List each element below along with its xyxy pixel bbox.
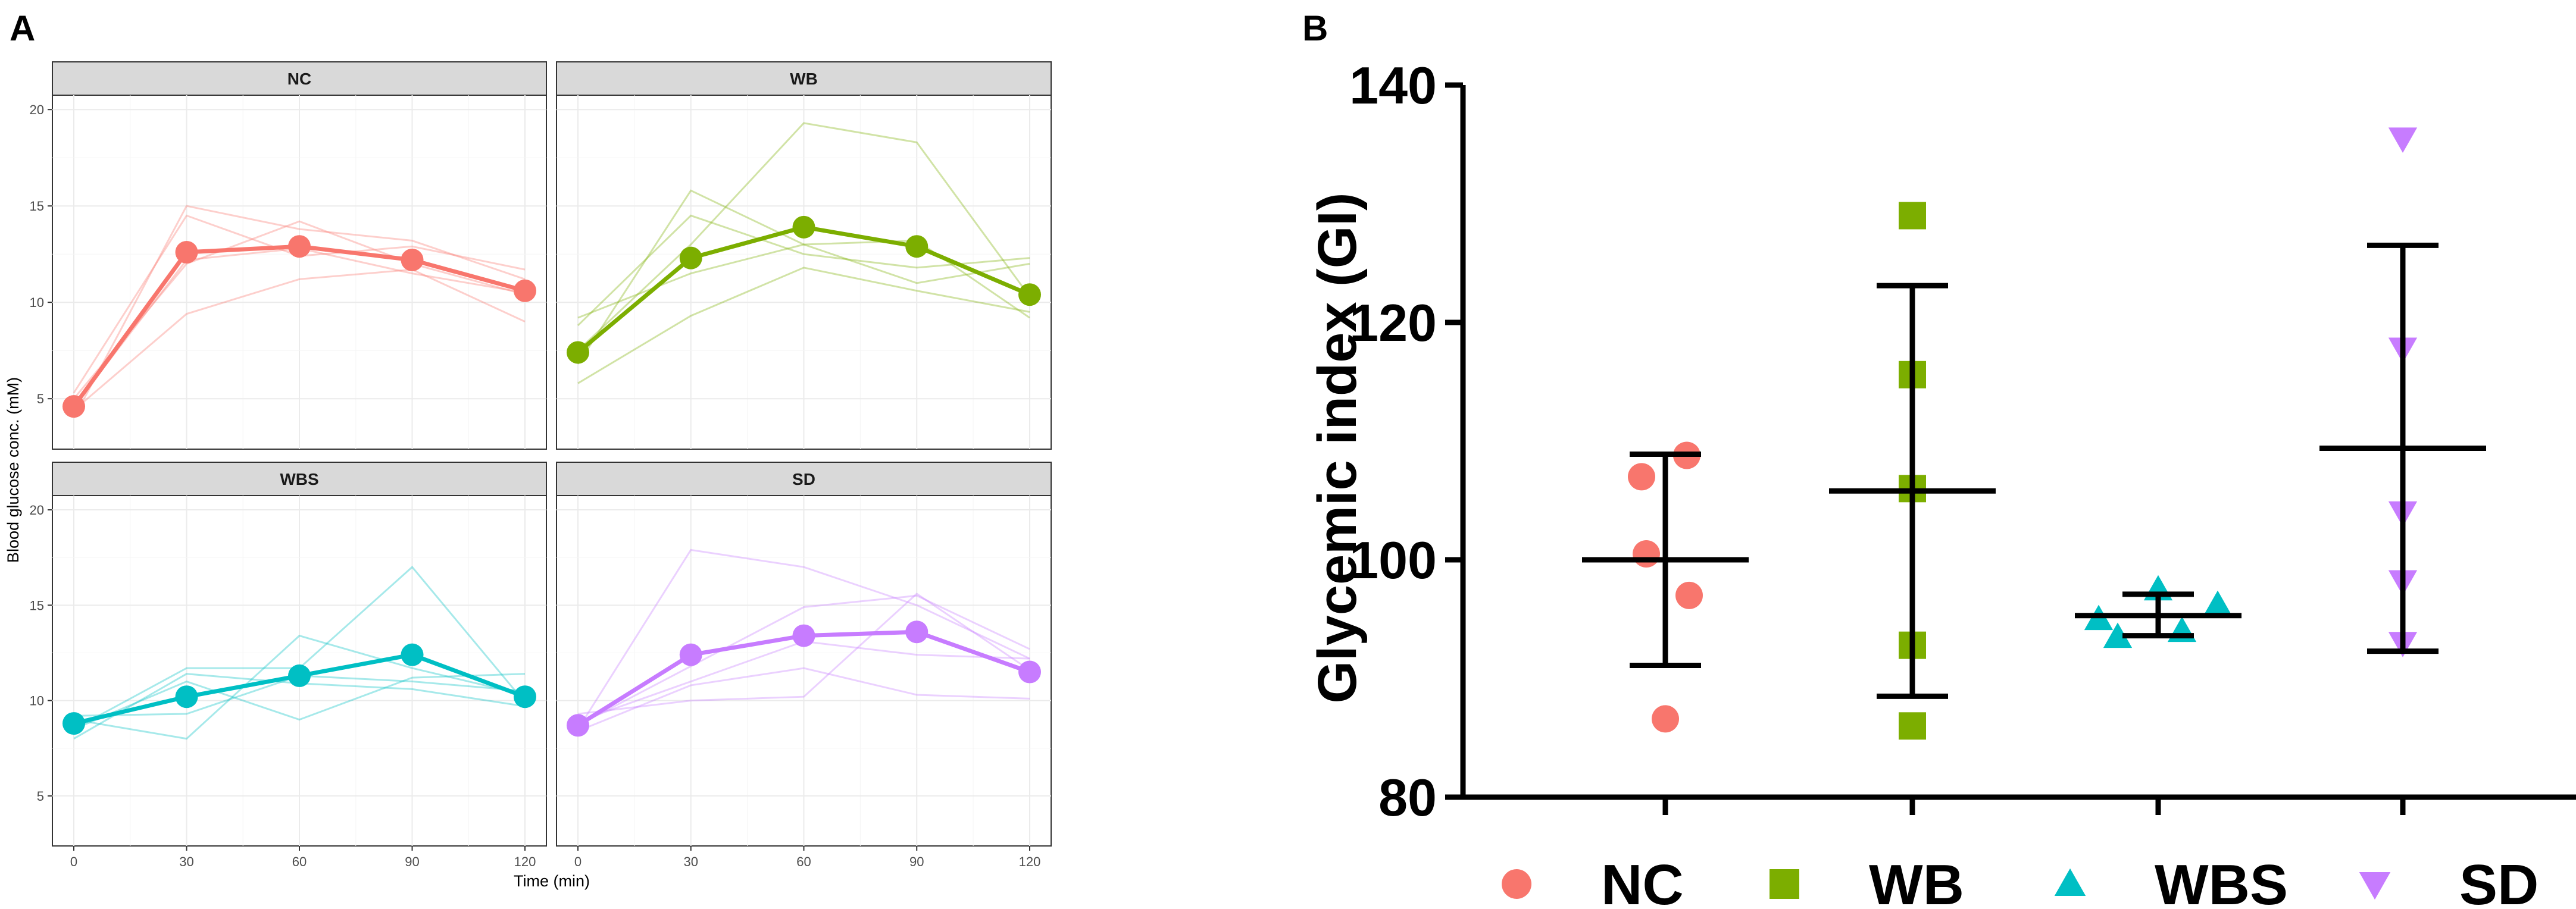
x-tick-label: 0: [574, 854, 582, 869]
x-tick-label: 90: [405, 854, 419, 869]
x-tick-label: 60: [292, 854, 307, 869]
individual-series-line: [577, 548, 1030, 730]
y-tick-label: 10: [30, 694, 44, 709]
mean-point: [905, 235, 929, 258]
y-tick-label: 10: [30, 295, 44, 310]
y-tick-label: 80: [1378, 768, 1437, 827]
data-point: [2388, 127, 2418, 153]
mean-point: [567, 714, 589, 737]
panel-b-plot-area: 80 100 120 140: [1349, 56, 2576, 827]
mean-point: [1018, 283, 1041, 306]
mean-point: [175, 240, 198, 264]
facet-sd: SD 0 30 60 90 120: [556, 462, 1052, 869]
facet-strip-label: NC: [287, 70, 311, 88]
legend-marker: [1770, 869, 1799, 899]
facet-grid: [557, 496, 1051, 846]
mean-point: [514, 685, 536, 709]
data-point: [2103, 622, 2133, 648]
facet-strip-label: WB: [790, 70, 818, 88]
x-tick-label: 0: [70, 854, 77, 869]
mean-point: [175, 685, 198, 709]
individual-series-line: [73, 268, 526, 411]
panel-a-line-facets: NC 5 10 15 20 WB WBS 5 10 15 20 0 30 60 90 120 SD 0 30 6…: [4, 61, 1052, 890]
individual-series-line: [577, 189, 1030, 365]
mean-point: [401, 248, 424, 271]
data-point: [1899, 712, 1926, 740]
data-point: [1633, 540, 1660, 568]
facet-strip: [52, 61, 547, 96]
individual-series-line: [73, 634, 526, 740]
individual-series-line: [73, 673, 526, 731]
facet-wb: WB: [556, 61, 1052, 450]
panel-b-letter: B: [1302, 8, 1328, 48]
legend-label: WB: [1869, 853, 1964, 909]
individual-series-line: [73, 220, 526, 400]
y-tick-label: 15: [30, 598, 44, 613]
individual-series-line: [577, 122, 1031, 352]
mean-point: [288, 664, 311, 687]
legend-marker: [2359, 872, 2391, 900]
facet-grid: [52, 496, 546, 846]
data-point: [1675, 581, 1703, 609]
mean-point: [514, 279, 536, 302]
legend-item: WBS: [2054, 853, 2288, 909]
y-tick-label: 140: [1349, 56, 1437, 115]
mean-point: [905, 620, 929, 644]
facet-strip: [556, 462, 1052, 496]
y-tick-label: 5: [37, 391, 44, 406]
panel-a-y-axis-title: Blood glucose conc. (mM): [4, 377, 22, 563]
x-tick-label: 120: [514, 854, 536, 869]
y-tick-label: 20: [30, 102, 44, 117]
x-tick-label: 120: [1019, 854, 1041, 869]
legend-label: NC: [1601, 853, 1684, 909]
legend-marker: [2054, 868, 2086, 896]
legend-label: WBS: [2155, 853, 2288, 909]
facet-nc: NC 5 10 15 20: [30, 61, 547, 450]
panel-a-letter: A: [10, 8, 35, 48]
facet-strip-label: WBS: [280, 470, 318, 488]
individual-series-line: [577, 594, 1030, 726]
y-tick-label: 15: [30, 199, 44, 214]
mean-point: [62, 712, 85, 735]
panel-a-x-axis-title: Time (min): [514, 872, 590, 890]
individual-series-line: [73, 205, 526, 419]
y-tick-label: 20: [30, 503, 44, 518]
facet-strip-label: SD: [792, 470, 815, 488]
individual-series-line: [577, 667, 1030, 732]
facet-grid: [52, 95, 546, 449]
legend-item: WB: [1770, 853, 1964, 909]
individual-series-line: [577, 593, 1030, 715]
mean-point: [679, 643, 702, 666]
legend-item: NC: [1502, 853, 1684, 909]
x-tick-label: 30: [684, 854, 698, 869]
mean-point: [567, 341, 589, 364]
data-point: [2203, 590, 2233, 616]
data-point: [1899, 202, 1926, 230]
x-tick-label: 60: [796, 854, 811, 869]
legend-item: SD: [2359, 853, 2539, 909]
y-tick-label: 120: [1349, 293, 1437, 352]
panel-b-y-axis-title: Glycemic index (GI): [1307, 193, 1368, 704]
legend-label: SD: [2459, 853, 2539, 909]
data-point: [1652, 705, 1679, 733]
mean-point: [62, 395, 85, 418]
x-tick-label: 30: [179, 854, 193, 869]
y-tick-label: 100: [1349, 531, 1437, 590]
individual-series-line: [577, 267, 1030, 384]
legend-marker: [1502, 869, 1531, 899]
facet-wbs: WBS 5 10 15 20 0 30 60 90 120: [30, 462, 547, 869]
panel-b-scatter: 80 100 120 140 Glycemic index (GI) NC WB WBS S…: [1307, 56, 2576, 909]
facet-strip: [52, 462, 547, 496]
mean-point: [1018, 660, 1041, 684]
mean-point: [792, 215, 815, 239]
mean-point: [679, 246, 702, 269]
panel-b-legend: NC WB WBS SD: [1502, 853, 2539, 909]
data-point: [1628, 463, 1655, 491]
y-tick-label: 5: [37, 789, 44, 804]
mean-point: [288, 235, 311, 258]
mean-point: [792, 624, 815, 647]
mean-point: [401, 643, 424, 666]
x-tick-label: 90: [909, 854, 924, 869]
